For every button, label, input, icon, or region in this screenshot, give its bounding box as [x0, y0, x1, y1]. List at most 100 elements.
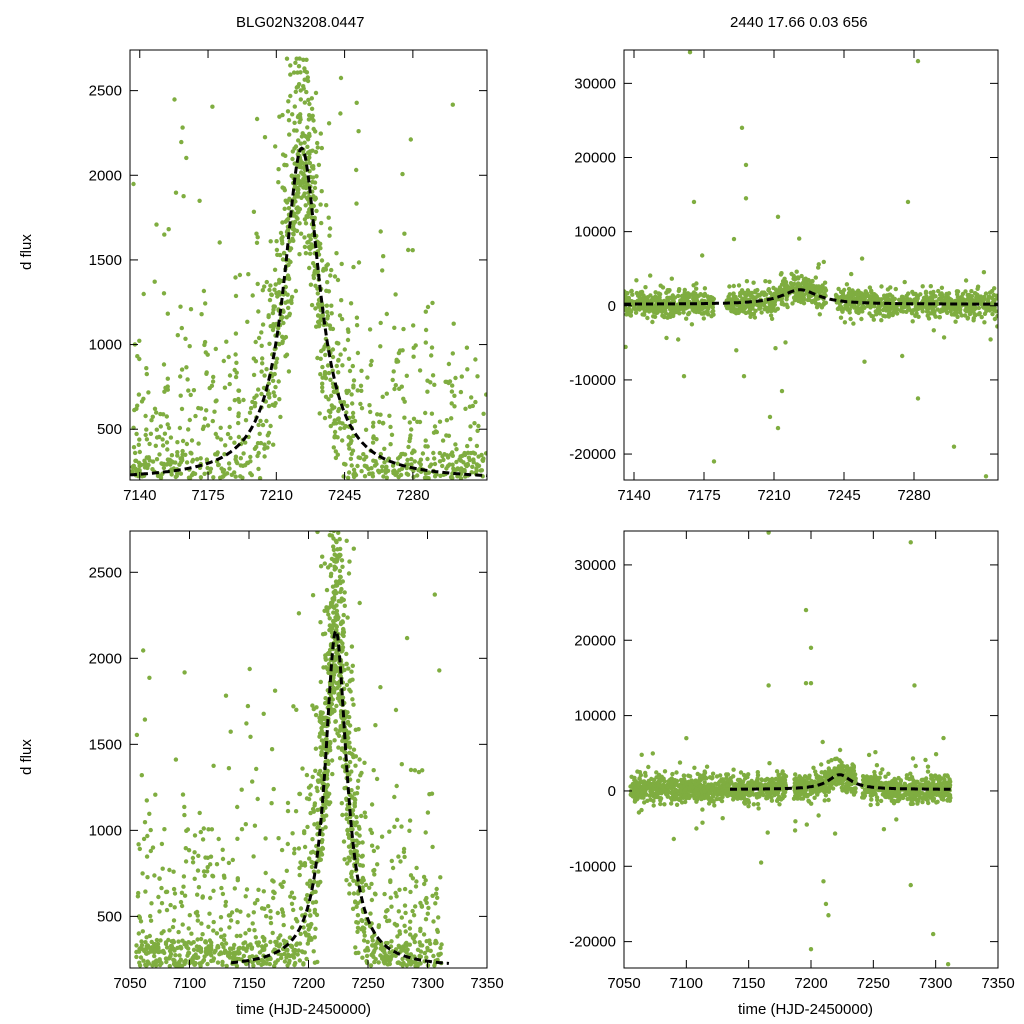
data-point — [272, 688, 278, 693]
data-point — [898, 297, 903, 303]
data-point — [238, 909, 243, 914]
data-point — [260, 422, 266, 428]
data-point — [624, 290, 629, 296]
data-point — [944, 291, 949, 297]
data-point — [218, 951, 223, 956]
data-point — [367, 885, 372, 890]
data-point — [347, 368, 353, 374]
data-point — [247, 666, 252, 672]
data-point — [201, 957, 207, 963]
data-point — [233, 352, 238, 357]
data-point — [286, 99, 291, 104]
data-point — [404, 963, 410, 968]
data-point — [275, 252, 280, 257]
data-point — [392, 824, 397, 829]
outlier-point — [743, 162, 749, 168]
data-point — [302, 844, 308, 850]
data-point — [353, 945, 358, 950]
data-point — [351, 891, 357, 896]
data-point — [389, 904, 394, 909]
data-point — [276, 180, 281, 185]
data-point — [221, 358, 226, 364]
data-point — [233, 474, 238, 479]
data-point — [412, 939, 417, 945]
data-point — [196, 853, 201, 858]
data-point — [137, 946, 142, 952]
data-point — [289, 901, 295, 906]
data-point — [297, 221, 302, 226]
data-point — [349, 851, 354, 856]
data-point — [793, 275, 798, 281]
data-point — [397, 454, 403, 459]
data-point — [345, 475, 351, 480]
data-point — [249, 472, 254, 478]
data-point — [445, 463, 451, 469]
data-point — [192, 962, 197, 967]
data-point — [691, 283, 696, 288]
data-point — [913, 313, 918, 318]
data-point — [296, 846, 302, 851]
data-point — [134, 732, 140, 738]
data-point — [906, 291, 911, 296]
data-point — [902, 297, 907, 302]
data-point — [475, 428, 480, 433]
data-point — [298, 141, 303, 146]
data-point — [291, 948, 296, 953]
data-point — [471, 450, 476, 455]
data-point — [330, 604, 335, 609]
data-point — [134, 943, 139, 948]
data-point — [429, 353, 434, 358]
y-tick-label: 2500 — [89, 83, 122, 100]
data-point — [201, 826, 206, 831]
data-point — [135, 354, 140, 359]
data-point — [316, 869, 321, 874]
data-point — [911, 308, 916, 313]
data-point — [141, 648, 146, 653]
data-point — [175, 963, 180, 968]
chart-title-left: BLG02N3208.0447 — [236, 14, 365, 31]
data-point — [145, 875, 150, 880]
data-point — [323, 657, 329, 662]
data-point — [303, 180, 309, 185]
data-point — [278, 230, 284, 236]
data-point — [280, 339, 285, 344]
data-point — [157, 876, 162, 881]
data-point — [206, 924, 211, 929]
data-point — [217, 240, 222, 245]
data-points — [130, 56, 487, 480]
data-point — [140, 871, 145, 876]
data-point — [436, 915, 441, 920]
data-point — [413, 884, 419, 889]
data-point — [865, 303, 870, 309]
data-point — [792, 828, 798, 833]
data-point — [320, 845, 325, 851]
data-point — [297, 958, 302, 963]
data-point — [336, 370, 341, 375]
data-point — [203, 946, 209, 951]
data-point — [738, 290, 743, 296]
data-point — [341, 633, 346, 639]
data-point — [133, 458, 138, 463]
data-point — [314, 324, 319, 329]
data-point — [224, 950, 230, 955]
data-point — [816, 284, 821, 289]
data-point — [393, 292, 398, 297]
data-point — [254, 393, 259, 398]
data-point — [371, 420, 376, 425]
data-point — [254, 231, 259, 236]
data-point — [346, 442, 351, 448]
data-point — [348, 435, 353, 441]
data-point — [296, 138, 301, 143]
data-point — [890, 304, 895, 309]
data-point — [178, 304, 183, 309]
data-point — [305, 893, 310, 898]
chart-title-right: 2440 17.66 0.03 656 — [730, 14, 868, 31]
data-point — [236, 413, 241, 419]
data-point — [184, 944, 189, 950]
data-point — [315, 959, 320, 965]
outlier-point — [779, 388, 785, 394]
data-point — [354, 814, 359, 820]
data-point — [280, 185, 285, 190]
data-point — [331, 610, 336, 615]
data-point — [789, 271, 794, 277]
